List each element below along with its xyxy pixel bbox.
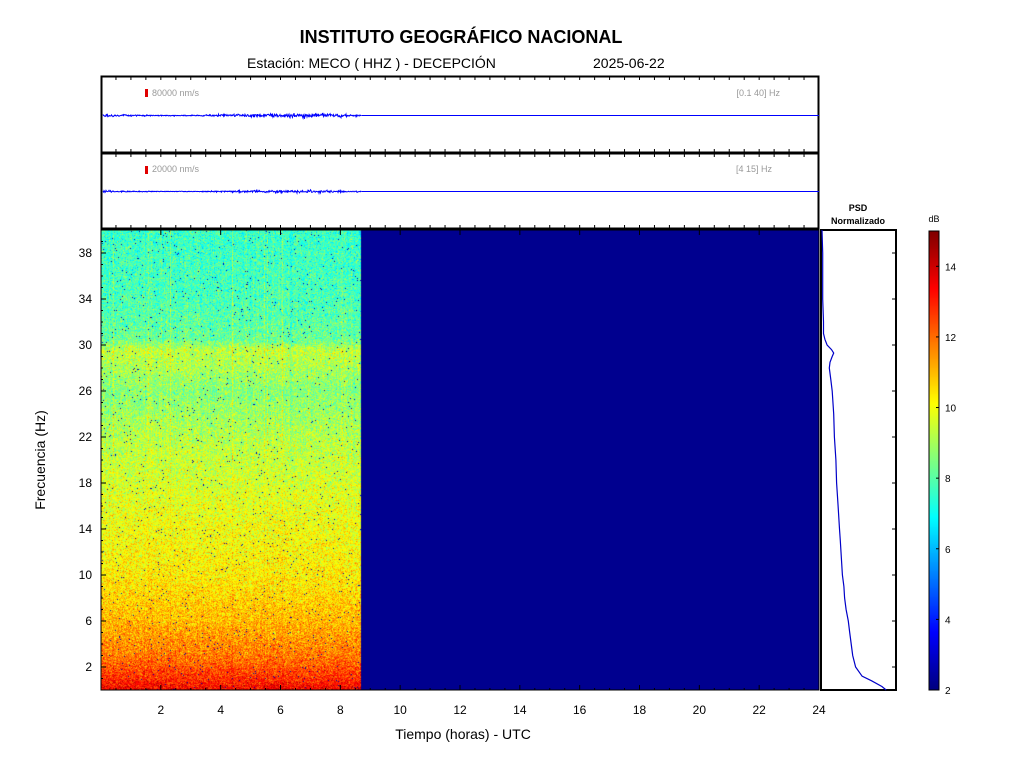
- trace-filter-label: [4 15] Hz: [736, 164, 773, 174]
- spectrogram-panel: 2 4 6 8 10 12 14 16 18 20 22 24 261014182226303438 …: [32, 229, 826, 742]
- x-axis-label: Tiempo (horas) - UTC: [395, 726, 531, 742]
- trace-panel-broadband: 80000 nm/s [0.1 40] Hz: [100, 75, 820, 154]
- scale-marker-icon: [145, 89, 148, 97]
- colorbar-tick-label: 10: [945, 404, 957, 415]
- colorbar-gradient: [929, 231, 939, 690]
- y-tick-label: 10: [79, 568, 93, 582]
- psd-subtitle: Normalizado: [831, 216, 886, 226]
- trace-panel-filtered: 20000 nm/s [4 15] Hz: [100, 152, 820, 230]
- x-tick-label: 8: [337, 703, 344, 717]
- colorbar: dB 2 4 6 8 10 12 14: [928, 214, 956, 697]
- y-axis-label: Frecuencia (Hz): [32, 410, 48, 510]
- trace-scale-label: 20000 nm/s: [152, 164, 200, 174]
- y-tick-label: 30: [79, 338, 93, 352]
- x-tick-label: 16: [573, 703, 587, 717]
- colorbar-label: dB: [928, 214, 939, 224]
- psd-curve: [821, 229, 887, 691]
- x-tick-label: 24: [812, 703, 826, 717]
- x-tick-label: 22: [752, 703, 766, 717]
- y-tick-label: 6: [85, 614, 92, 628]
- date-label: 2025-06-22: [593, 55, 665, 71]
- colorbar-tick-label: 14: [945, 262, 957, 273]
- colorbar-tick-label: 8: [945, 474, 951, 485]
- x-tick-label: 18: [633, 703, 647, 717]
- spectrogram-image: [101, 230, 819, 690]
- trace-scale-label: 80000 nm/s: [152, 88, 200, 98]
- trace-filter-label: [0.1 40] Hz: [736, 88, 780, 98]
- x-tick-label: 20: [693, 703, 707, 717]
- x-tick-label: 12: [453, 703, 467, 717]
- chart-title: INSTITUTO GEOGRÁFICO NACIONAL: [299, 27, 623, 47]
- trace-waveform: [102, 112, 362, 120]
- y-tick-label: 2: [85, 660, 92, 674]
- y-tick-label: 26: [79, 384, 93, 398]
- x-tick-label: 4: [217, 703, 224, 717]
- y-tick-label: 14: [79, 522, 93, 536]
- x-tick-label: 2: [157, 703, 164, 717]
- trace-waveform: [102, 188, 362, 196]
- colorbar-tick-label: 6: [945, 545, 951, 556]
- x-tick-label: 6: [277, 703, 284, 717]
- psd-title: PSD: [849, 203, 868, 213]
- colorbar-tick-label: 12: [945, 333, 957, 344]
- y-tick-label: 38: [79, 246, 93, 260]
- scale-marker-icon: [145, 166, 148, 174]
- x-tick-label: 10: [393, 703, 407, 717]
- colorbar-tick-label: 2: [945, 686, 951, 697]
- station-label: Estación: MECO ( HHZ ) - DECEPCIÓN: [247, 55, 496, 71]
- y-tick-label: 34: [79, 292, 93, 306]
- colorbar-tick-label: 4: [945, 615, 951, 626]
- x-tick-label: 14: [513, 703, 527, 717]
- psd-panel: PSD Normalizado: [820, 203, 897, 691]
- y-tick-label: 18: [79, 476, 93, 490]
- y-tick-label: 22: [79, 430, 93, 444]
